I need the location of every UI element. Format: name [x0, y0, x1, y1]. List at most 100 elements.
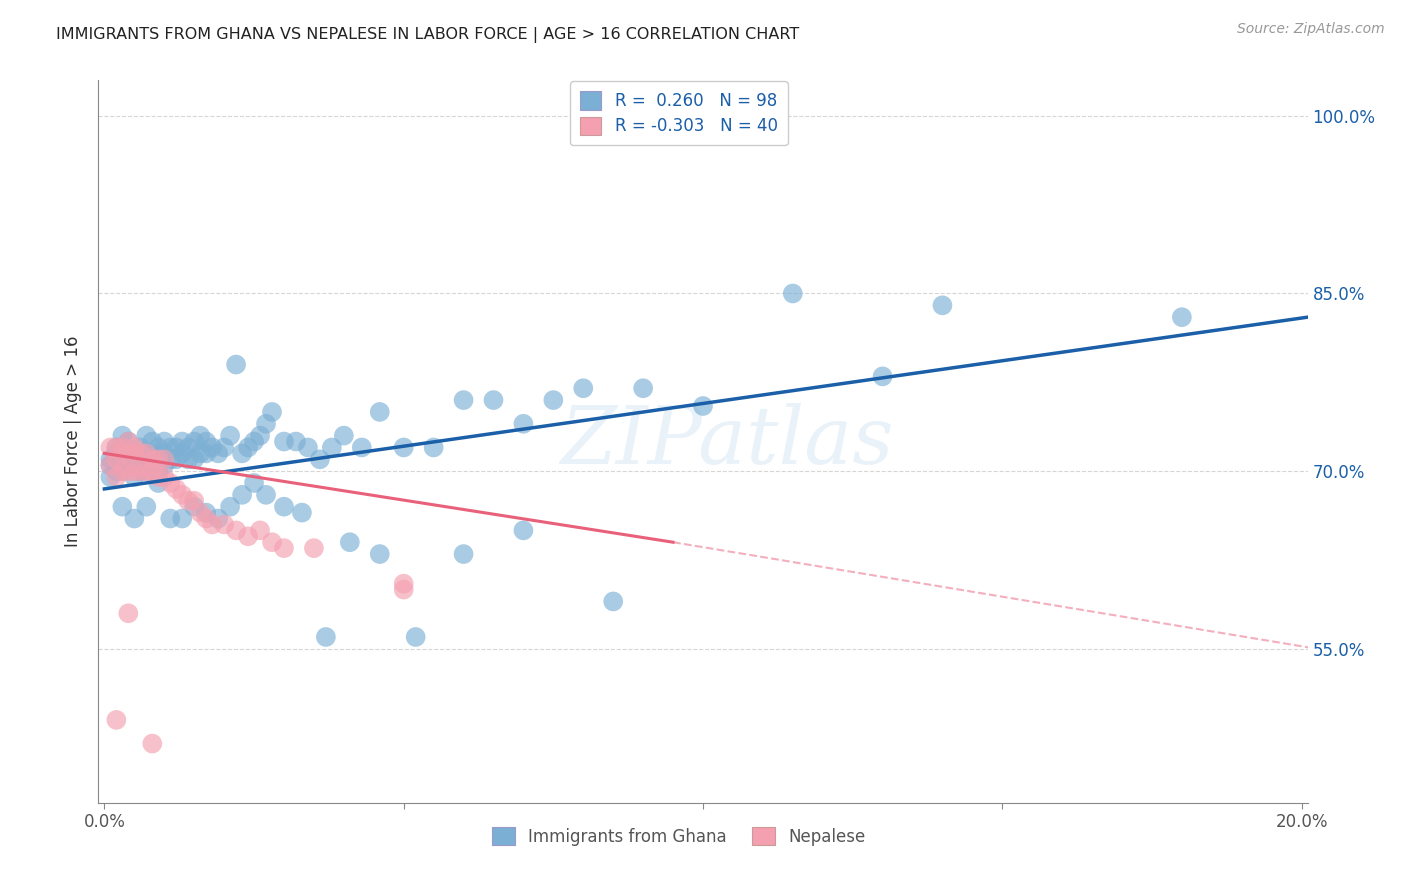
- Text: IMMIGRANTS FROM GHANA VS NEPALESE IN LABOR FORCE | AGE > 16 CORRELATION CHART: IMMIGRANTS FROM GHANA VS NEPALESE IN LAB…: [56, 27, 800, 43]
- Point: [153, 434, 176, 449]
- Point: [297, 441, 319, 455]
- Point: [260, 405, 283, 419]
- Point: [148, 452, 170, 467]
- Point: [100, 452, 122, 467]
- Point: [165, 482, 187, 496]
- Point: [183, 434, 205, 449]
- Point: [195, 506, 218, 520]
- Point: [236, 529, 259, 543]
- Point: [111, 441, 134, 455]
- Point: [100, 470, 122, 484]
- Point: [284, 434, 307, 449]
- Point: [482, 393, 505, 408]
- Point: [350, 441, 373, 455]
- Point: [291, 506, 314, 520]
- Point: [183, 452, 205, 467]
- Point: [249, 428, 271, 442]
- Point: [159, 441, 181, 455]
- Point: [141, 446, 163, 460]
- Point: [105, 446, 128, 460]
- Point: [183, 493, 205, 508]
- Point: [117, 607, 139, 621]
- Y-axis label: In Labor Force | Age > 16: In Labor Force | Age > 16: [65, 335, 83, 548]
- Point: [188, 428, 211, 442]
- Point: [117, 446, 139, 460]
- Point: [782, 286, 804, 301]
- Point: [172, 511, 194, 525]
- Point: [124, 464, 146, 478]
- Point: [273, 541, 295, 556]
- Point: [225, 358, 247, 372]
- Point: [153, 470, 176, 484]
- Point: [195, 511, 218, 525]
- Point: [172, 446, 194, 460]
- Point: [111, 464, 134, 478]
- Point: [231, 488, 253, 502]
- Point: [124, 470, 146, 484]
- Point: [231, 446, 253, 460]
- Point: [219, 500, 242, 514]
- Point: [141, 458, 163, 473]
- Text: ZIPatlas: ZIPatlas: [561, 403, 894, 480]
- Point: [100, 441, 122, 455]
- Point: [124, 446, 146, 460]
- Point: [219, 428, 242, 442]
- Point: [117, 458, 139, 473]
- Point: [453, 393, 475, 408]
- Point: [225, 524, 247, 538]
- Point: [315, 630, 337, 644]
- Point: [422, 441, 444, 455]
- Point: [111, 441, 134, 455]
- Point: [333, 428, 356, 442]
- Point: [177, 452, 200, 467]
- Point: [692, 399, 714, 413]
- Point: [453, 547, 475, 561]
- Point: [188, 446, 211, 460]
- Point: [321, 441, 343, 455]
- Point: [392, 582, 415, 597]
- Point: [512, 417, 534, 431]
- Point: [117, 434, 139, 449]
- Point: [392, 441, 415, 455]
- Point: [135, 446, 157, 460]
- Point: [339, 535, 361, 549]
- Point: [602, 594, 624, 608]
- Text: Source: ZipAtlas.com: Source: ZipAtlas.com: [1237, 22, 1385, 37]
- Point: [572, 381, 595, 395]
- Point: [141, 452, 163, 467]
- Point: [153, 452, 176, 467]
- Point: [172, 434, 194, 449]
- Point: [931, 298, 953, 312]
- Point: [135, 452, 157, 467]
- Point: [135, 500, 157, 514]
- Point: [105, 441, 128, 455]
- Point: [309, 452, 332, 467]
- Point: [249, 524, 271, 538]
- Point: [111, 500, 134, 514]
- Point: [243, 434, 266, 449]
- Point: [135, 428, 157, 442]
- Point: [243, 475, 266, 490]
- Point: [302, 541, 325, 556]
- Point: [195, 434, 218, 449]
- Point: [124, 446, 146, 460]
- Point: [111, 446, 134, 460]
- Point: [105, 441, 128, 455]
- Point: [368, 405, 391, 419]
- Point: [117, 446, 139, 460]
- Point: [405, 630, 427, 644]
- Point: [165, 452, 187, 467]
- Point: [153, 458, 176, 473]
- Point: [100, 458, 122, 473]
- Point: [105, 452, 128, 467]
- Point: [148, 470, 170, 484]
- Point: [141, 464, 163, 478]
- Point: [183, 500, 205, 514]
- Point: [159, 511, 181, 525]
- Point: [148, 441, 170, 455]
- Point: [105, 470, 128, 484]
- Point: [148, 475, 170, 490]
- Point: [195, 446, 218, 460]
- Point: [124, 441, 146, 455]
- Point: [124, 511, 146, 525]
